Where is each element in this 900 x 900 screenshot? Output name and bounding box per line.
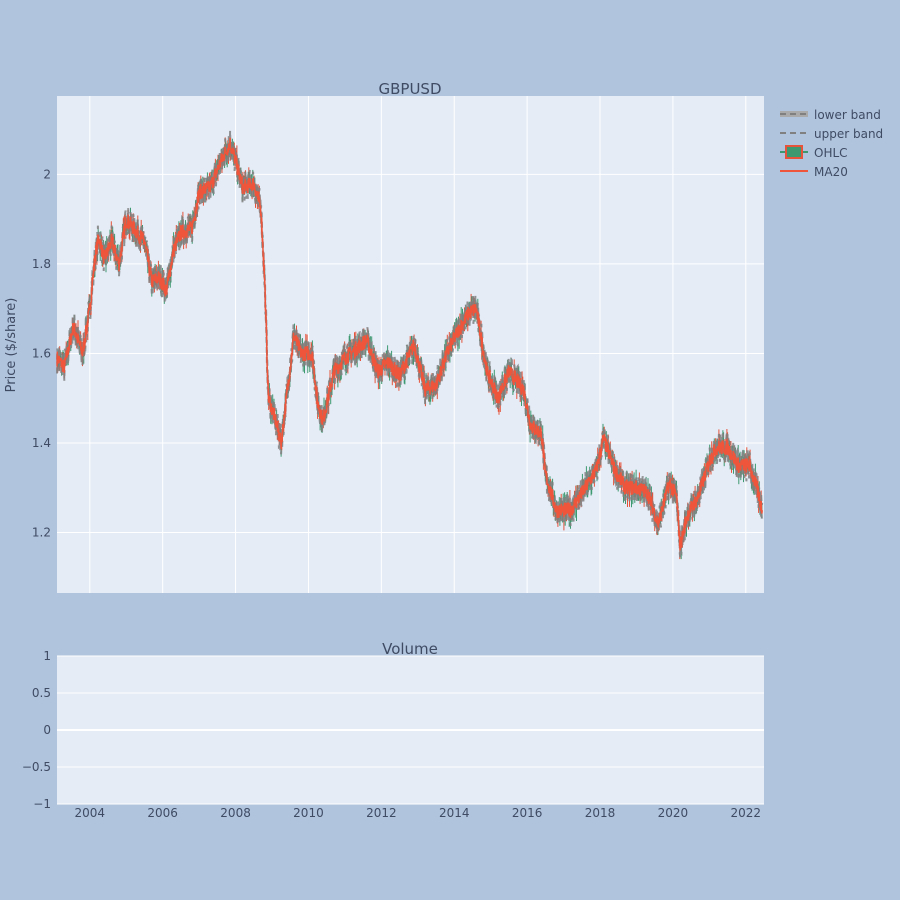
- legend-label-lower-band: lower band: [814, 108, 881, 122]
- legend-item-ohlc[interactable]: OHLC: [780, 145, 848, 160]
- volume-y-tick-label: −0.5: [22, 760, 51, 774]
- x-tick-label: 2004: [75, 806, 106, 820]
- ohlc-swatch: [785, 145, 803, 159]
- y-tick-label: 1.8: [32, 257, 51, 271]
- volume-y-tick-label: 0.5: [32, 686, 51, 700]
- y-tick-label: 1.2: [32, 526, 51, 540]
- x-tick-label: 2012: [366, 806, 397, 820]
- x-tick-label: 2006: [147, 806, 178, 820]
- x-tick-label: 2008: [220, 806, 251, 820]
- legend[interactable]: lower band upper band OHLC MA20: [780, 108, 883, 179]
- x-tick-label: 2018: [585, 806, 616, 820]
- main-chart-title: GBPUSD: [378, 80, 441, 98]
- y-tick-label: 1.4: [32, 436, 51, 450]
- legend-item-ma20[interactable]: MA20: [780, 165, 848, 179]
- price-series: [56, 130, 764, 560]
- ma20-line: [56, 137, 763, 551]
- volume-y-tick-label: −1: [33, 797, 51, 811]
- x-tick-label: 2014: [439, 806, 470, 820]
- axis-ticks: 2004 2006 2008 2010 2012 2014 2016 2018 2020 2022…: [22, 167, 761, 820]
- legend-label-ohlc: OHLC: [814, 146, 848, 160]
- y-tick-label: 1.6: [32, 346, 51, 360]
- volume-chart-title: Volume: [382, 640, 438, 658]
- legend-label-ma20: MA20: [814, 165, 848, 179]
- x-tick-label: 2010: [293, 806, 324, 820]
- legend-item-lower-band[interactable]: lower band: [780, 108, 881, 122]
- volume-y-tick-label: 1: [43, 649, 51, 663]
- upper-band-line: [56, 130, 764, 544]
- y-tick-label: 2: [43, 167, 51, 181]
- legend-label-upper-band: upper band: [814, 127, 883, 141]
- x-tick-label: 2022: [731, 806, 762, 820]
- y-axis-label: Price ($/share): [4, 298, 19, 393]
- grid-lines: [57, 96, 764, 805]
- volume-y-tick-label: 0: [43, 723, 51, 737]
- x-tick-label: 2020: [658, 806, 689, 820]
- legend-item-upper-band[interactable]: upper band: [780, 127, 883, 141]
- x-tick-label: 2016: [512, 806, 543, 820]
